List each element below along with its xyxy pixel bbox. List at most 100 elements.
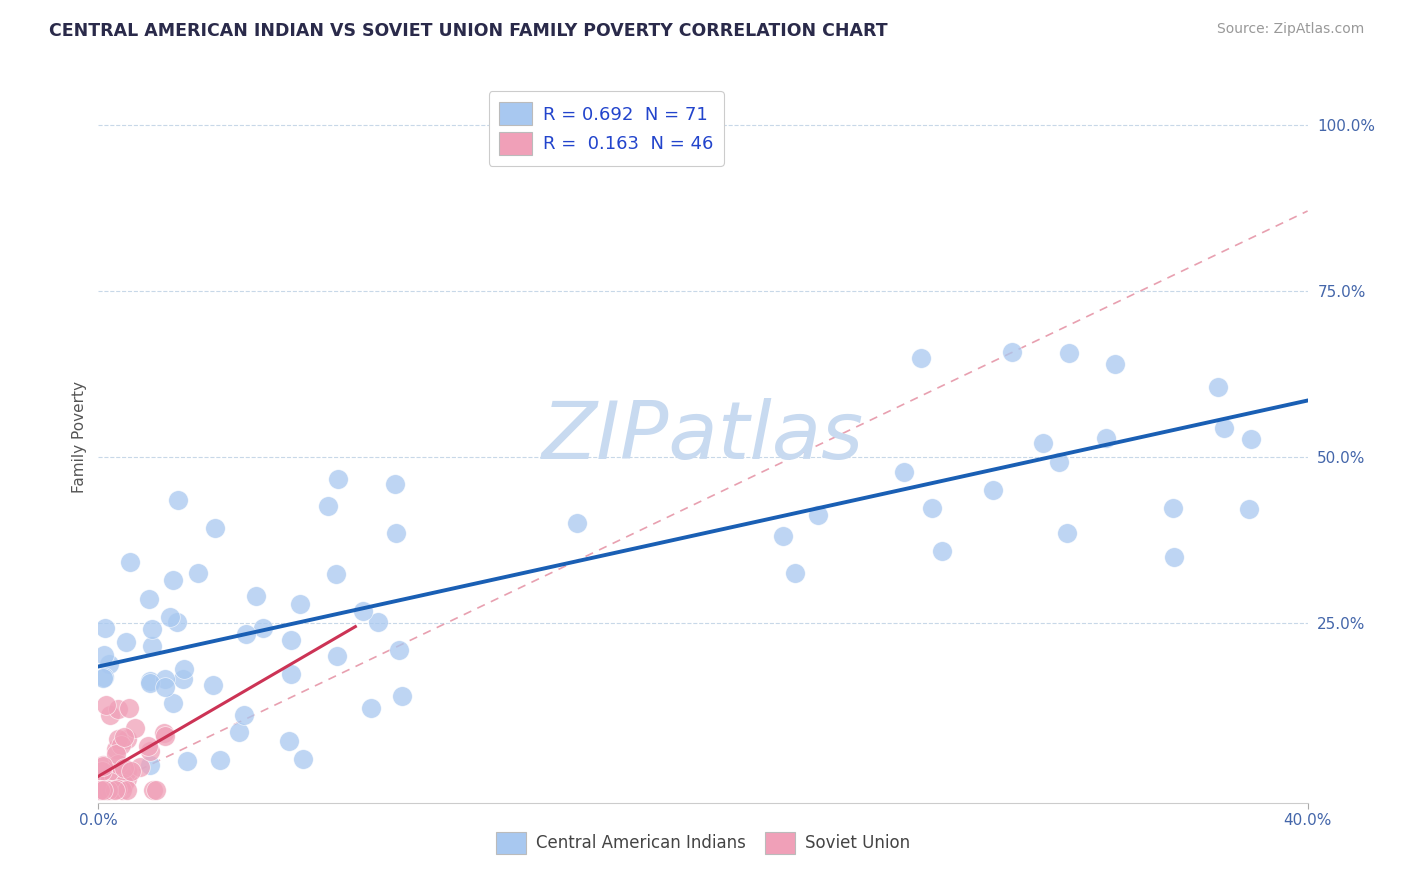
Point [89,782,111,797]
Point [103,770,125,784]
Point [280,666,302,681]
Point [291,752,314,766]
Point [115,635,138,649]
Text: Source: ZipAtlas.com: Source: ZipAtlas.com [1216,22,1364,37]
Point [155,729,177,743]
Point [89,773,111,788]
Point [278,734,301,748]
Point [1032,436,1054,450]
Point [235,627,257,641]
Point [118,700,141,714]
Point [91,782,114,797]
Point [110,739,132,753]
Y-axis label: Family Poverty: Family Poverty [72,381,87,493]
Point [138,758,160,772]
Point [91,758,114,772]
Point [208,753,231,767]
Point [385,526,408,541]
Point [112,776,135,790]
Point [90,764,112,778]
Point [91,759,114,773]
Point [124,722,146,736]
Point [565,516,588,531]
Point [316,499,339,513]
Point [1240,432,1263,446]
Point [139,744,162,758]
Point [128,759,150,773]
Point [138,673,160,688]
Point [98,772,121,786]
Point [1057,346,1080,360]
Point [97,657,120,672]
Point [112,761,135,775]
Point [388,643,411,657]
Point [391,690,413,704]
Point [228,725,250,739]
Point [893,466,915,480]
Point [136,739,159,753]
Point [1094,431,1116,445]
Point [115,764,138,778]
Point [166,492,188,507]
Point [96,782,118,797]
Point [325,567,347,582]
Point [1237,501,1260,516]
Point [328,472,350,486]
Point [138,676,160,690]
Point [1001,345,1024,359]
Point [1163,501,1185,516]
Point [105,782,128,797]
Point [104,747,127,761]
Point [252,621,274,635]
Point [783,566,806,580]
Point [89,782,111,797]
Point [105,742,128,756]
Point [138,592,160,607]
Legend: Central American Indians, Soviet Union: Central American Indians, Soviet Union [489,826,917,860]
Point [981,483,1004,498]
Point [367,615,389,630]
Point [166,615,188,629]
Point [1047,455,1070,469]
Point [173,663,195,677]
Point [288,597,311,611]
Point [93,669,115,683]
Point [176,754,198,768]
Point [97,782,120,797]
Point [141,622,163,636]
Point [89,782,111,797]
Point [1104,357,1126,371]
Point [115,731,138,746]
Point [93,621,115,635]
Point [910,351,932,366]
Point [931,543,953,558]
Point [94,698,117,712]
Point [201,678,224,692]
Point [162,573,184,587]
Point [772,529,794,543]
Point [112,730,135,744]
Point [360,701,382,715]
Point [87,782,110,797]
Point [89,782,111,797]
Point [145,782,167,797]
Point [142,782,165,797]
Point [153,680,176,694]
Point [89,782,111,797]
Point [107,702,129,716]
Text: CENTRAL AMERICAN INDIAN VS SOVIET UNION FAMILY POVERTY CORRELATION CHART: CENTRAL AMERICAN INDIAN VS SOVIET UNION … [49,22,887,40]
Point [104,782,127,797]
Point [111,782,134,797]
Point [107,757,129,772]
Point [806,508,828,522]
Point [115,772,138,787]
Point [1206,380,1229,394]
Point [352,604,374,618]
Text: ZIPatlas: ZIPatlas [541,398,865,476]
Point [1056,525,1078,540]
Point [118,555,141,569]
Point [91,671,114,685]
Point [120,764,142,779]
Point [245,589,267,603]
Point [96,782,118,797]
